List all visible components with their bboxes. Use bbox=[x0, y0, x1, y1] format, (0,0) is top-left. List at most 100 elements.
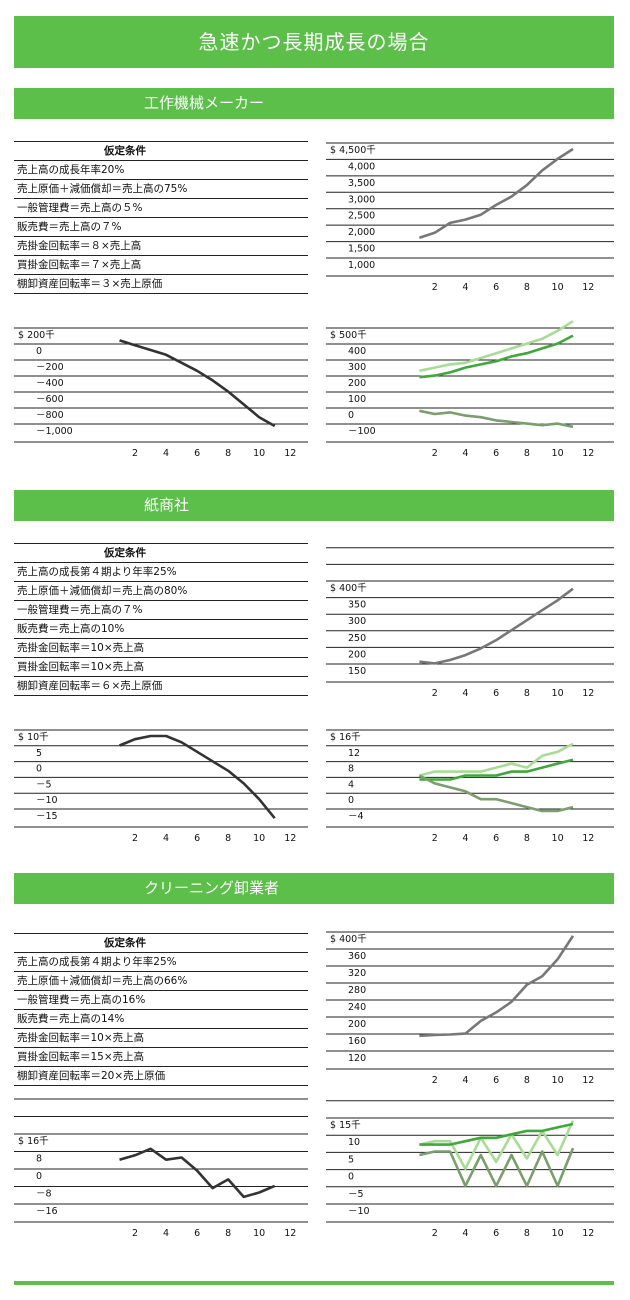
series-line bbox=[419, 320, 574, 373]
x-tick-label: 8 bbox=[225, 833, 231, 844]
x-tick-label: 6 bbox=[194, 833, 200, 844]
y-tick-label: －10 bbox=[348, 1206, 370, 1217]
x-tick-label: 6 bbox=[493, 688, 499, 699]
y-tick-label: 4 bbox=[348, 779, 354, 790]
y-tick-label: －800 bbox=[36, 410, 64, 421]
condition-item: 買掛金回転率＝15×売上高 bbox=[14, 1048, 308, 1067]
x-tick-label: 10 bbox=[253, 448, 265, 459]
y-tick-label: 160 bbox=[348, 1036, 366, 1047]
x-tick-label: 2 bbox=[432, 688, 438, 699]
series-line bbox=[419, 758, 574, 781]
y-tick-label: $ 15千 bbox=[330, 1120, 361, 1131]
x-tick-label: 8 bbox=[524, 688, 530, 699]
profit-chart: $ 500千 400 300 200 100 0 －100 2 4 6 8 10 12 bbox=[326, 320, 614, 459]
x-tick-label: 12 bbox=[582, 688, 594, 699]
y-tick-label: $ 500千 bbox=[330, 330, 367, 341]
x-tick-label: 2 bbox=[432, 833, 438, 844]
y-tick-label: 200 bbox=[348, 378, 366, 389]
x-tick-label: 12 bbox=[582, 1228, 594, 1239]
series-line bbox=[419, 409, 574, 429]
series-line bbox=[419, 1120, 575, 1170]
y-tick-label: 3,000 bbox=[348, 194, 375, 205]
y-tick-label: 2,500 bbox=[348, 211, 375, 222]
y-tick-label: 0 bbox=[36, 1171, 42, 1182]
condition-item: 売上高の成長第４期より年率25% bbox=[14, 563, 308, 582]
x-tick-label: 8 bbox=[524, 448, 530, 459]
x-tick-label: 10 bbox=[253, 833, 265, 844]
x-tick-label: 12 bbox=[582, 282, 594, 293]
y-tick-label: 3,500 bbox=[348, 178, 375, 189]
series-line bbox=[119, 1147, 276, 1199]
y-tick-label: 400 bbox=[348, 346, 366, 357]
condition-item: 売上原価＋減価償却＝売上高の66% bbox=[14, 972, 308, 991]
section-title: 紙商社 bbox=[14, 490, 614, 521]
y-tick-label: 240 bbox=[348, 1002, 366, 1013]
x-tick-label: 2 bbox=[132, 1228, 138, 1239]
x-tick-label: 4 bbox=[163, 448, 169, 459]
condition-item: 売上高の成長第４期より年率25% bbox=[14, 953, 308, 972]
condition-item: 売上原価＋減価償却＝売上高の80% bbox=[14, 582, 308, 601]
series-line bbox=[419, 1122, 574, 1146]
y-tick-label: $ 400千 bbox=[330, 934, 367, 945]
condition-item: 一般管理費＝売上高の16% bbox=[14, 991, 308, 1010]
y-tick-label: 0 bbox=[348, 410, 354, 421]
y-tick-label: 320 bbox=[348, 968, 366, 979]
y-tick-label: －400 bbox=[36, 378, 64, 389]
x-tick-label: 4 bbox=[462, 1075, 468, 1086]
y-tick-label: －15 bbox=[36, 811, 58, 822]
y-tick-label: $ 16千 bbox=[330, 732, 361, 743]
x-tick-label: 8 bbox=[225, 448, 231, 459]
y-tick-label: 5 bbox=[36, 748, 42, 759]
x-tick-label: 8 bbox=[524, 1228, 530, 1239]
y-tick-label: －4 bbox=[348, 811, 364, 822]
condition-item: 買掛金回転率＝10×売上高 bbox=[14, 658, 308, 677]
conditions-table: 仮定条件 売上高の成長年率20% 売上原価＋減価償却＝売上高の75% 一般管理費… bbox=[14, 141, 308, 294]
y-tick-label: $ 16千 bbox=[18, 1136, 49, 1147]
y-tick-label: －200 bbox=[36, 362, 64, 373]
x-tick-label: 4 bbox=[462, 1228, 468, 1239]
y-tick-label: 0 bbox=[36, 346, 42, 357]
x-tick-label: 2 bbox=[132, 833, 138, 844]
conditions-header: 仮定条件 bbox=[14, 543, 308, 563]
section-title: 工作機械メーカー bbox=[14, 88, 614, 119]
y-tick-label: 0 bbox=[348, 795, 354, 806]
y-tick-label: －10 bbox=[36, 795, 58, 806]
y-tick-label: 12 bbox=[348, 748, 360, 759]
series-line bbox=[419, 334, 574, 379]
x-tick-label: 8 bbox=[524, 1075, 530, 1086]
x-tick-label: 4 bbox=[462, 833, 468, 844]
x-tick-label: 2 bbox=[132, 448, 138, 459]
profit-chart: $ 16千 12 8 4 0 －4 2 4 6 8 10 12 bbox=[326, 729, 614, 844]
condition-item: 棚卸資産回転率＝３×売上原価 bbox=[14, 275, 308, 294]
x-tick-label: 4 bbox=[163, 833, 169, 844]
x-tick-label: 8 bbox=[524, 282, 530, 293]
y-tick-label: $ 4,500千 bbox=[330, 145, 376, 156]
x-tick-label: 2 bbox=[432, 282, 438, 293]
y-tick-label: －16 bbox=[36, 1206, 58, 1217]
y-tick-label: 300 bbox=[348, 616, 366, 627]
sales-chart: $ 400千 360 320 280 240 200 160 120 2 4 6 8 10 12 bbox=[326, 931, 614, 1086]
y-tick-label: 280 bbox=[348, 985, 366, 996]
page-title: 急速かつ長期成長の場合 bbox=[14, 16, 614, 68]
condition-item: 販売費＝売上高の10% bbox=[14, 620, 308, 639]
x-tick-label: 2 bbox=[432, 448, 438, 459]
y-tick-label: 8 bbox=[36, 1154, 42, 1165]
series-line bbox=[419, 742, 574, 777]
y-tick-label: －1,000 bbox=[36, 426, 73, 437]
series-line bbox=[418, 774, 574, 813]
x-tick-label: 12 bbox=[582, 448, 594, 459]
x-tick-label: 10 bbox=[552, 282, 564, 293]
condition-item: 棚卸資産回転率＝20×売上原価 bbox=[14, 1067, 308, 1086]
cash-chart: $ 16千 8 0 －8 －16 2 4 6 8 10 12 bbox=[14, 1098, 308, 1239]
condition-item: 販売費＝売上高の７% bbox=[14, 218, 308, 237]
y-tick-label: 1,000 bbox=[348, 260, 375, 271]
conditions-header: 仮定条件 bbox=[14, 141, 308, 161]
x-tick-label: 6 bbox=[493, 1228, 499, 1239]
x-tick-label: 4 bbox=[163, 1228, 169, 1239]
x-tick-label: 12 bbox=[582, 1075, 594, 1086]
x-tick-label: 4 bbox=[462, 688, 468, 699]
y-tick-label: 10 bbox=[348, 1137, 360, 1148]
y-tick-label: $ 200千 bbox=[18, 330, 55, 341]
conditions-table: 仮定条件 売上高の成長第４期より年率25% 売上原価＋減価償却＝売上高の80% … bbox=[14, 543, 308, 696]
series-line bbox=[419, 1147, 575, 1188]
